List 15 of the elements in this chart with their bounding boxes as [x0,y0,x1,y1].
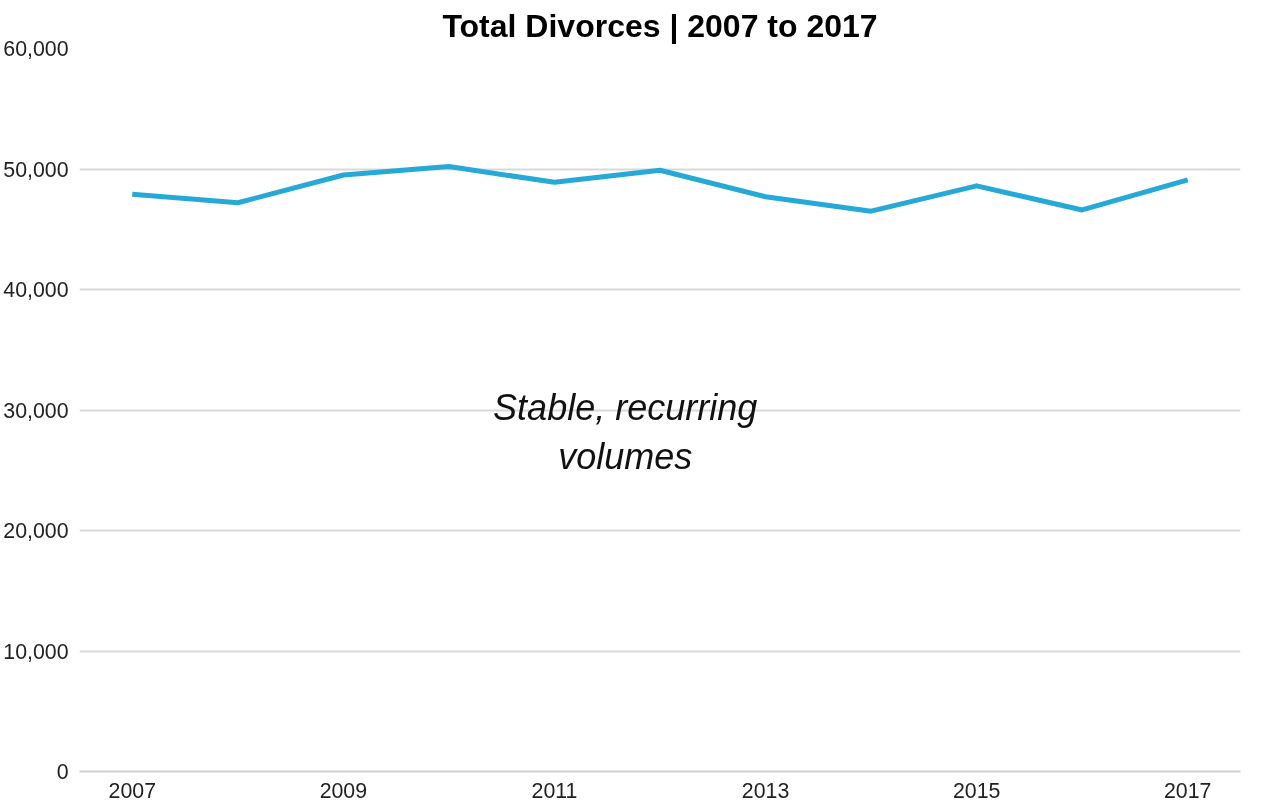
y-tick-label: 30,000 [3,398,69,423]
y-tick-label: 0 [56,760,69,784]
x-tick-label: 2007 [108,778,156,803]
y-tick-label: 40,000 [3,278,69,302]
chart-title: Total Divorces | 2007 to 2017 [442,7,878,44]
x-tick-label: 2013 [741,778,790,803]
x-tick-label: 2017 [1164,778,1212,803]
y-tick-label: 50,000 [3,157,69,182]
x-tick-label: 2009 [319,778,368,803]
x-tick-label: 2011 [531,778,578,803]
y-tick-label: 60,000 [3,37,69,61]
annotation: Stable, recurring volumes [493,386,758,477]
y-tick-label: 10,000 [3,639,69,664]
y-tick-label: 20,000 [3,519,69,543]
x-tick-label: 2015 [952,778,1001,803]
